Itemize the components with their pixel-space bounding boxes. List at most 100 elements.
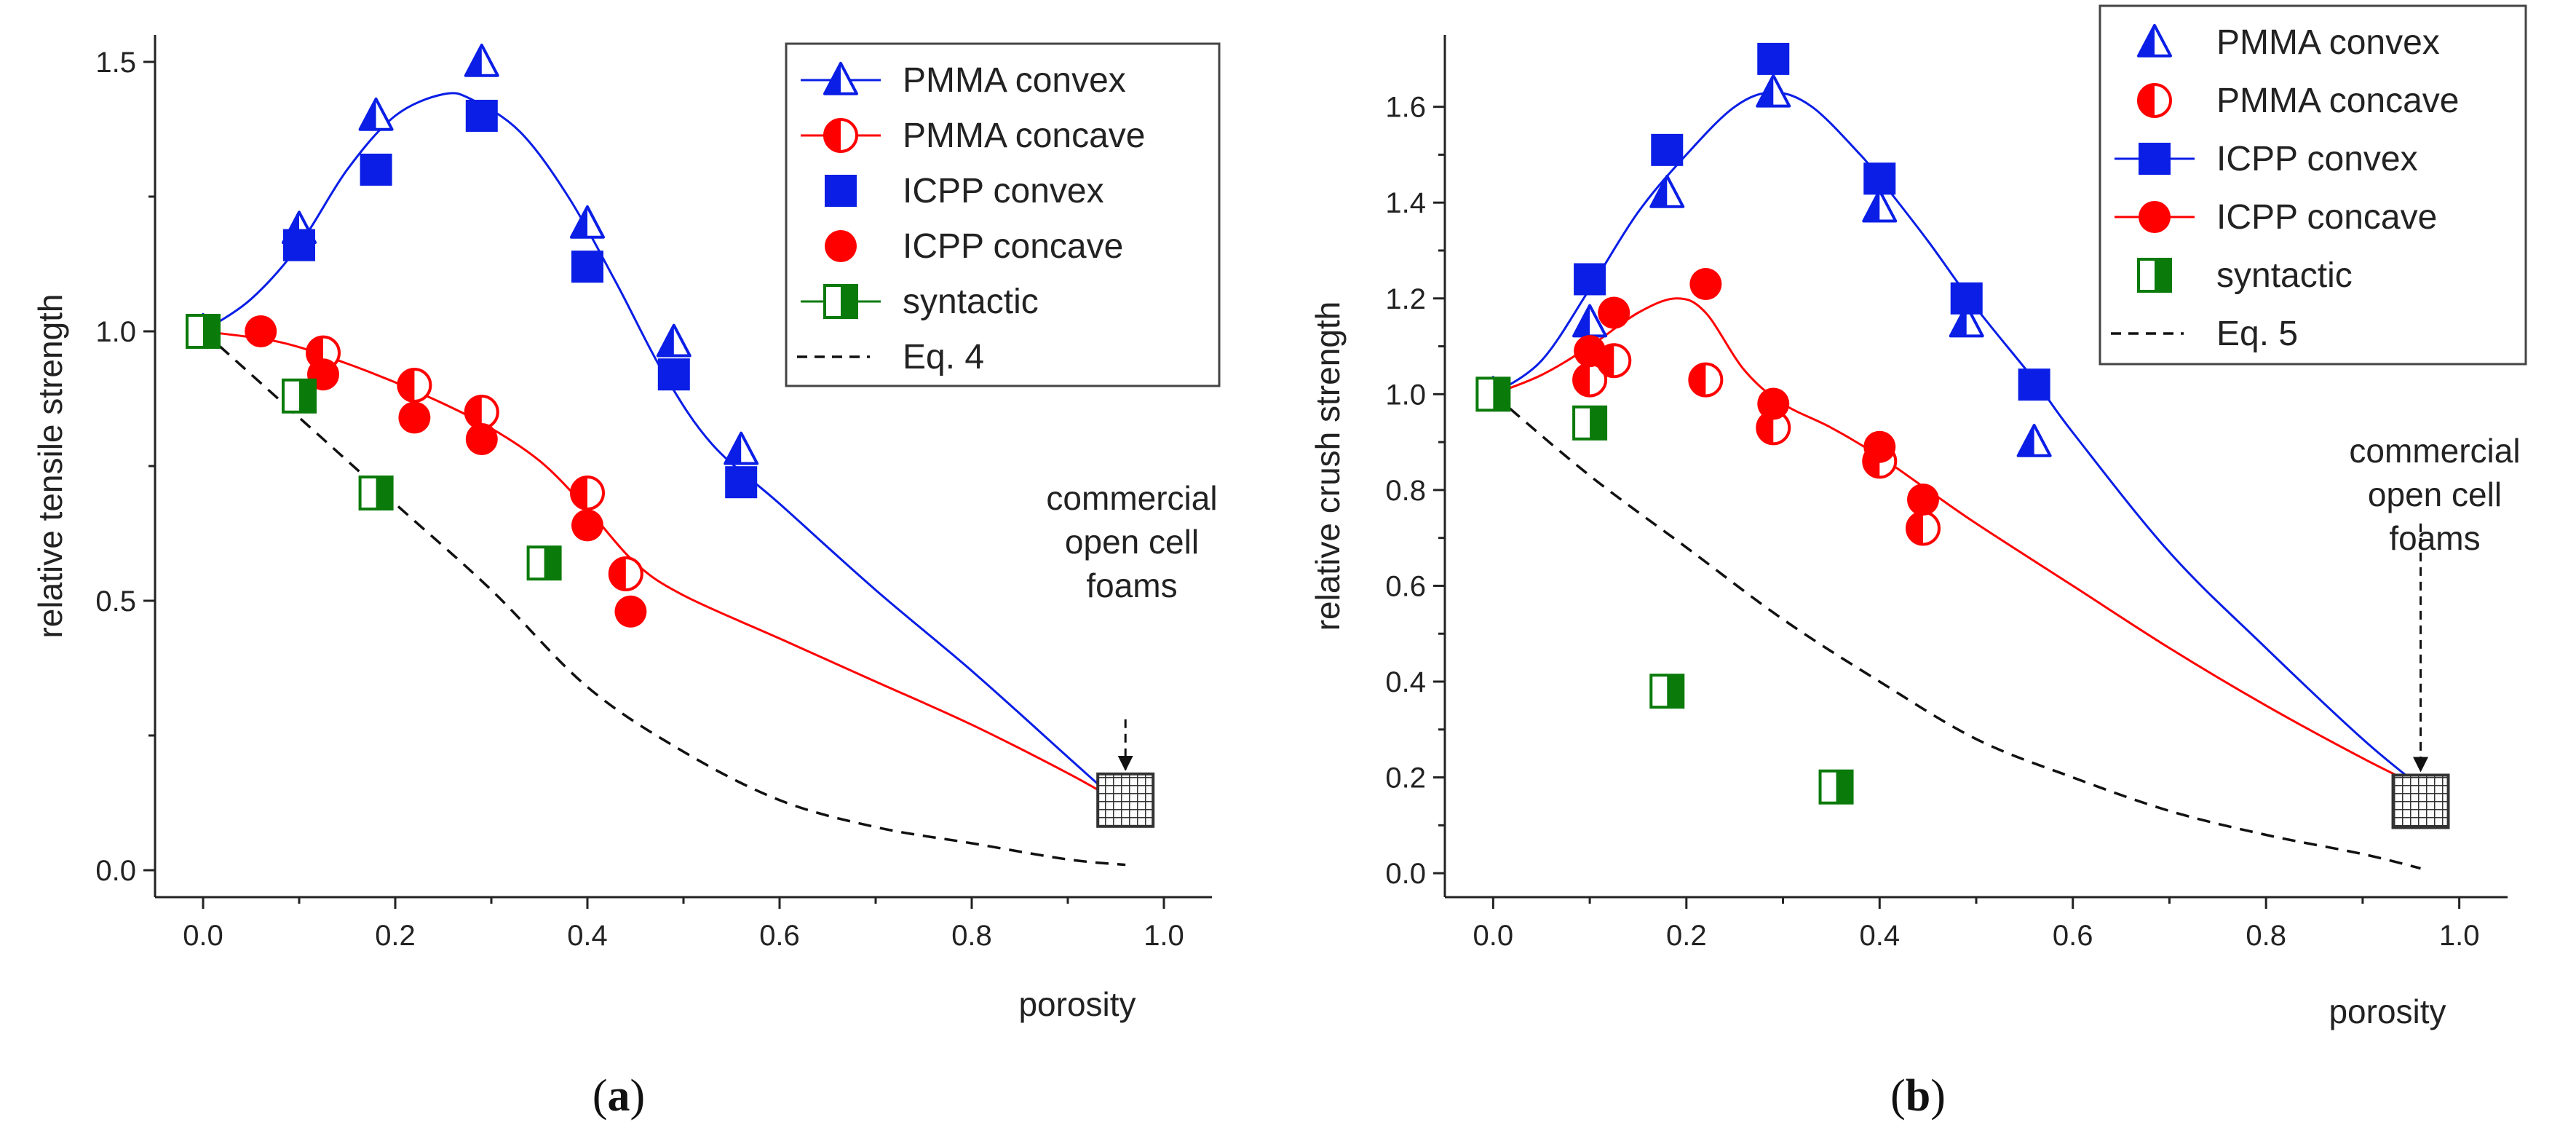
point-icpp-concave [614, 595, 647, 628]
point-icpp-convex [465, 100, 498, 132]
marker-fill [1689, 363, 1706, 396]
legend-label-eq: Eq. 5 [2216, 315, 2298, 353]
y-tick-label: 1.4 [1385, 187, 1426, 219]
point-pmma-convex [1949, 304, 1984, 338]
point-icpp-convex [283, 229, 315, 261]
marker-shape [1863, 430, 1896, 463]
y-tick-label: 1.0 [95, 316, 136, 348]
point-pmma-concave [464, 395, 499, 430]
point-pmma-concave [570, 476, 605, 510]
marker-shape [1598, 296, 1630, 329]
point-syntactic [526, 545, 562, 581]
point-pmma-concave [397, 368, 432, 403]
point-icpp-concave [1907, 484, 1939, 516]
legend-marker-icpp-concave [825, 230, 857, 262]
marker-fill [571, 206, 587, 237]
marker-shape [465, 423, 498, 455]
point-pmma-concave [1756, 410, 1791, 446]
annotation-line-3: foams [2389, 519, 2480, 557]
x-tick-label: 0.6 [759, 920, 800, 952]
legend-box [2099, 4, 2527, 366]
legend-label-syntactic: syntactic [2216, 256, 2353, 295]
point-icpp-convex [1950, 282, 1983, 315]
point-syntactic [1818, 769, 1854, 805]
y-tick-label: 1.2 [1385, 283, 1426, 315]
legend-label-pmma-concave: PMMA concave [2216, 82, 2459, 120]
curve-icpp-concave-fit [1492, 297, 2422, 789]
marker-fill [360, 98, 376, 130]
legend-marker-syntactic [2137, 258, 2172, 293]
point-pmma-convex [358, 97, 394, 131]
marker-fill [1493, 378, 1510, 411]
y-tick-label: 0.0 [1385, 858, 1426, 890]
marker-fill [657, 325, 674, 356]
x-axis-label: porosity [1018, 985, 1136, 1023]
point-icpp-concave [245, 315, 277, 347]
marker-fill [1757, 411, 1774, 444]
marker-shape [1757, 42, 1790, 75]
x-tick-label: 0.2 [375, 920, 416, 952]
caption-letter: b [1906, 1071, 1930, 1121]
x-tick-label: 0.4 [567, 920, 608, 952]
marker-fill [544, 547, 560, 580]
marker-fill [299, 379, 315, 412]
marker-shape [725, 466, 758, 499]
marker-fill [1836, 770, 1852, 803]
y-tick-label: 0.4 [1385, 666, 1426, 698]
y-tick-label: 0.2 [1385, 762, 1426, 794]
point-icpp-concave [1574, 335, 1606, 368]
marker-shape [614, 595, 647, 628]
point-pmma-concave [608, 556, 643, 591]
point-pmma-convex [724, 431, 759, 465]
legend-label-syntactic: syntactic [903, 283, 1039, 321]
marker-fill [376, 477, 392, 509]
caption-letter: a [608, 1071, 630, 1121]
legend-marker-icpp-convex [2139, 143, 2171, 175]
point-icpp-convex [1574, 263, 1606, 296]
x-tick-label: 0.8 [951, 920, 992, 952]
marker-fill [1950, 305, 1967, 336]
marker-shape [1574, 335, 1606, 368]
legend-label-pmma-convex: PMMA convex [2216, 23, 2440, 62]
point-pmma-convex [656, 323, 691, 358]
y-tick-label: 1.6 [1385, 92, 1426, 124]
legend-marker-pmma-convex [823, 61, 858, 95]
point-pmma-convex [2016, 424, 2052, 457]
marker-fill [1590, 406, 1606, 439]
point-syntactic [282, 378, 317, 414]
marker-fill [1667, 675, 1684, 708]
y-tick-label: 1.5 [95, 47, 136, 79]
y-tick-label: 0.6 [1385, 570, 1426, 602]
point-icpp-concave [1863, 430, 1896, 463]
marker-shape [1574, 263, 1606, 296]
y-tick-label: 0.5 [95, 585, 136, 618]
caption: (b) [1890, 1071, 1946, 1121]
marker-shape [2018, 368, 2050, 401]
point-pmma-convex [570, 205, 605, 239]
chart-b-crush: commercial open cell foams 0.0 0.2 0.4 0.6 0… [1309, 4, 2527, 1121]
x-tick-label: 1.0 [1144, 920, 1184, 952]
x-tick-label: 0.2 [1666, 920, 1707, 952]
x-tick-label: 1.0 [2439, 920, 2480, 952]
legend-label-eq: Eq. 4 [903, 338, 984, 376]
curve-eq-5 [1492, 393, 2421, 870]
caption: (a) [593, 1071, 645, 1121]
point-icpp-convex [571, 251, 603, 283]
marker-fill [203, 315, 219, 347]
annotation-line-2: open cell [2368, 476, 2502, 513]
marker-shape [1757, 387, 1790, 420]
marker-fill [465, 396, 482, 428]
x-tick-label: 0.4 [1859, 920, 1900, 952]
legend-box [785, 42, 1221, 387]
marker-fill [2139, 84, 2155, 117]
marker-shape [2139, 201, 2171, 233]
point-icpp-concave [465, 423, 498, 455]
legend: PMMA convex PMMA concave ICPP convex ICP… [785, 42, 1221, 387]
marker-fill [841, 285, 857, 317]
curve-pmma-concave-fit [202, 330, 1117, 802]
legend-label-pmma-concave: PMMA concave [903, 117, 1145, 155]
marker-fill [465, 44, 482, 76]
marker-fill [825, 63, 841, 94]
chart-a-tensile: commercial open cell foams 0.0 0.2 0.4 0.6 0… [31, 35, 1221, 1121]
